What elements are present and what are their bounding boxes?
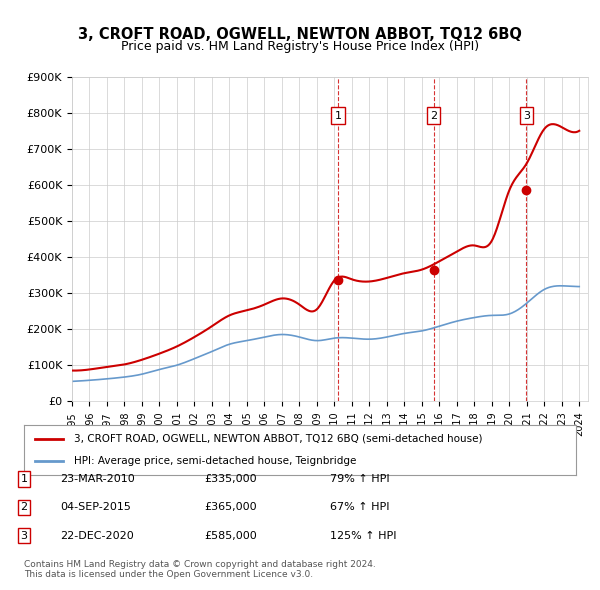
Text: 3: 3	[523, 111, 530, 120]
Text: 3: 3	[20, 531, 28, 540]
Text: 125% ↑ HPI: 125% ↑ HPI	[330, 531, 397, 540]
Text: HPI: Average price, semi-detached house, Teignbridge: HPI: Average price, semi-detached house,…	[74, 456, 356, 466]
Text: £335,000: £335,000	[204, 474, 257, 484]
Text: 67% ↑ HPI: 67% ↑ HPI	[330, 503, 389, 512]
Text: 3, CROFT ROAD, OGWELL, NEWTON ABBOT, TQ12 6BQ (semi-detached house): 3, CROFT ROAD, OGWELL, NEWTON ABBOT, TQ1…	[74, 434, 482, 444]
Text: £365,000: £365,000	[204, 503, 257, 512]
Text: 23-MAR-2010: 23-MAR-2010	[60, 474, 135, 484]
Text: Contains HM Land Registry data © Crown copyright and database right 2024.
This d: Contains HM Land Registry data © Crown c…	[24, 560, 376, 579]
Text: 3, CROFT ROAD, OGWELL, NEWTON ABBOT, TQ12 6BQ: 3, CROFT ROAD, OGWELL, NEWTON ABBOT, TQ1…	[78, 27, 522, 41]
Text: 1: 1	[20, 474, 28, 484]
Text: £585,000: £585,000	[204, 531, 257, 540]
Text: 22-DEC-2020: 22-DEC-2020	[60, 531, 134, 540]
Text: Price paid vs. HM Land Registry's House Price Index (HPI): Price paid vs. HM Land Registry's House …	[121, 40, 479, 53]
Text: 1: 1	[335, 111, 342, 120]
Text: 2: 2	[20, 503, 28, 512]
Text: 79% ↑ HPI: 79% ↑ HPI	[330, 474, 389, 484]
Text: 2: 2	[430, 111, 437, 120]
Text: 04-SEP-2015: 04-SEP-2015	[60, 503, 131, 512]
